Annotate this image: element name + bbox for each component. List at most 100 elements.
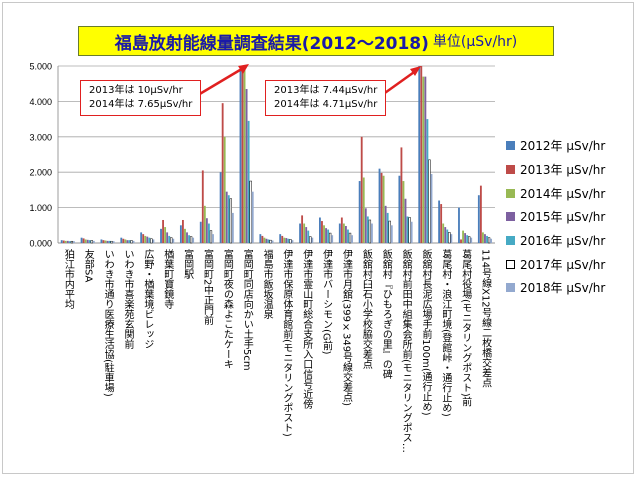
bar [166,232,169,243]
bar [152,239,155,243]
bar [402,181,405,243]
bar [108,240,111,243]
bar [384,205,387,243]
x-tick-label: 葛尾村・浪江町境(登館峠・通行止め) [440,248,452,417]
bar [243,66,246,243]
legend-label: 2013年 µSv/hr [520,163,606,178]
bar [245,89,248,243]
bar [281,235,284,243]
bar [340,217,343,243]
bar [261,235,264,243]
bar [144,235,147,243]
bar [442,223,445,243]
x-tick-label: 広野・楢葉境ビレッジ [142,248,154,349]
bar [249,180,252,244]
bar [301,215,304,243]
y-tick-label: 1.000 [29,203,52,213]
title-box: 福島放射能線量調査結果(2012〜2018) 単位(µSv/hr) [78,26,554,56]
x-tick-label: いわき市喜楽苑玄関前 [122,249,134,350]
bar [420,66,423,243]
bar [360,136,363,243]
annotation-line: 2014年は 7.65µSv/hr [89,99,193,110]
bar [362,177,365,243]
bar [291,240,294,243]
legend: 2012年 µSv/hr 2013年 µSv/hr 2014年 µSv/hr 2015… [506,134,626,300]
legend-label: 2017年 µSv/hr [520,257,606,272]
annotation-line: 2013年は 7.44µSv/hr [274,85,378,96]
bar [148,237,151,243]
annotation-arrow [197,65,246,97]
legend-label: 2016年 µSv/hr [520,234,606,249]
bar [110,240,113,244]
legend-swatch [506,188,515,198]
bar [406,216,409,243]
legend-item: 2014年 µSv/hr [506,181,626,205]
bar [487,237,491,244]
bar [212,234,214,243]
bar [380,172,383,243]
bar [223,136,226,243]
bar [64,240,67,243]
bar [398,175,401,243]
bar [162,219,164,243]
bar [484,234,486,243]
bar [283,237,286,243]
bar [82,238,85,243]
bar [446,229,449,243]
bar [179,225,182,243]
x-tick-label: 飯舘村長泥広場手前100m(通行止め) [420,248,432,416]
bar [404,198,407,243]
bar [100,239,103,243]
x-tick-label: 福島市飯坂温泉 [261,248,273,319]
legend-item: 2017年 µSv/hr [506,252,626,276]
x-tick-label: 伊達市バーシモン(G前) [321,249,333,355]
bar [418,66,421,243]
bar [342,223,345,243]
bar [366,216,369,243]
bar [321,221,323,243]
bar [68,241,71,243]
annotation-line: 2013年は 10µSv/hr [89,85,183,96]
bar [319,217,321,243]
bar [470,237,473,243]
legend-swatch [506,236,515,246]
annotation-box-tomioka: 2013年は 10µSv/hr 2014年は 7.65µSv/hr [80,80,202,116]
bar [450,234,453,243]
unit-label: 単位(µSv/hr) [432,34,518,50]
bar [309,236,312,244]
legend-label: 2012年 µSv/hr [520,139,606,154]
bar [299,223,301,243]
bar [422,76,425,244]
bar [477,195,480,243]
bar [351,235,353,243]
bar [80,237,83,243]
bar [140,232,143,243]
bar [247,120,250,243]
annotation-arrow [381,68,418,97]
x-tick-label: 伊達市保原体育館前(モニタリングポスト) [281,249,293,437]
bar [267,239,270,243]
bar [328,232,332,244]
x-tick-label: 狛江市内平均 [62,249,74,310]
bar [390,225,393,243]
bar [460,239,462,243]
bar [229,198,232,244]
legend-item: 2016年 µSv/hr [506,229,626,253]
bar [323,225,325,243]
bar [130,240,133,244]
bar [486,235,488,243]
bar [112,241,115,243]
bar [70,240,74,244]
bar [410,221,413,243]
bar [207,223,210,243]
bar [479,185,482,243]
bar [251,191,254,243]
bar [225,191,228,243]
bar [189,236,193,244]
bar [126,240,129,243]
x-tick-label: いわき市通り医療生活協(駐車場) [102,249,114,397]
bar [122,238,125,243]
bar [269,239,272,244]
bar [227,195,230,243]
bar [464,233,467,243]
